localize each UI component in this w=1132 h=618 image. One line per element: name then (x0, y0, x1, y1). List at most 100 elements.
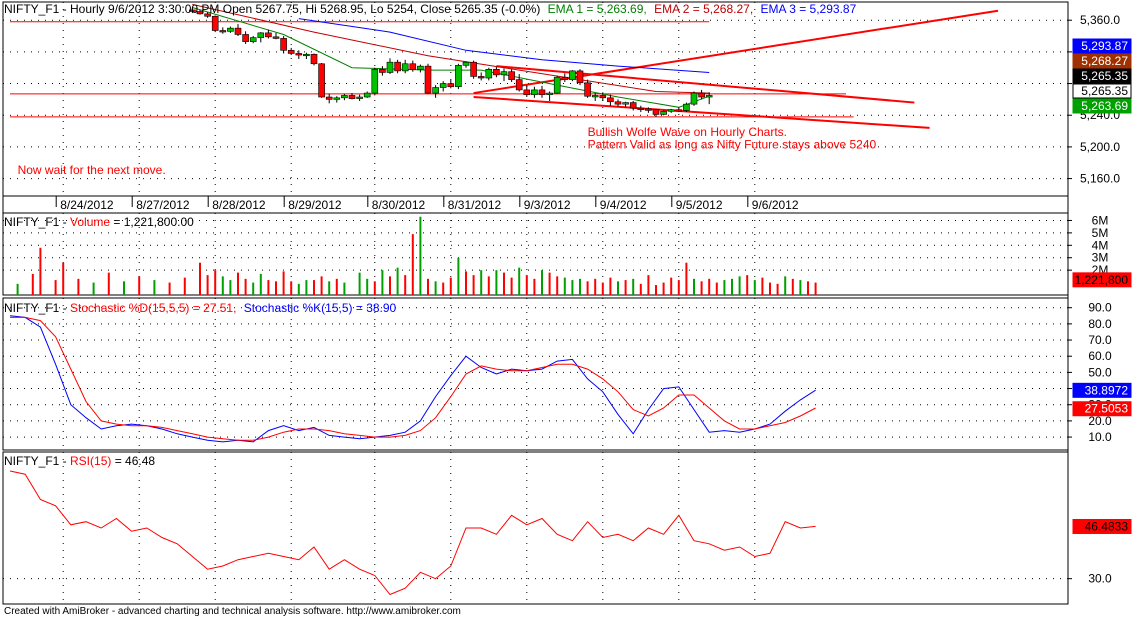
value-badge-label: 5,263.69 (1081, 99, 1128, 113)
candle-body (219, 30, 227, 33)
candle-body (363, 92, 371, 98)
value-tick-label: 4M (1092, 238, 1109, 252)
candle-body (280, 38, 287, 51)
value-badge (1072, 53, 1132, 69)
stochastic-title-k: Stochastic %K(15,5) = 38.90 (244, 301, 397, 315)
candle-body (546, 92, 553, 95)
candle-body (500, 71, 508, 76)
candle-body (690, 92, 698, 105)
price-title-ema1: EMA 1 = 5,263.69, (548, 2, 647, 16)
candle-body (553, 76, 561, 94)
candle-body (652, 109, 660, 115)
trendline-w-up (473, 9, 999, 95)
candle-body (584, 82, 591, 97)
value-badge-label: 1,221,800 (1075, 273, 1129, 287)
labels-layer: 8/24/2012 8/27/2012 8/28/2012 8/29/2012 8/30… (18, 13, 1132, 586)
candle-body (569, 70, 576, 80)
value-badge (1072, 401, 1132, 417)
date-label: 8/29/2012 (288, 198, 342, 212)
candle-body (538, 89, 546, 95)
candle-body (629, 102, 637, 109)
value-badge (1072, 272, 1132, 288)
price-title-ema2: EMA 2 = 5,268.27, (654, 2, 753, 16)
ema1-line (192, 7, 710, 108)
date-label: 8/27/2012 (136, 198, 190, 212)
value-badge-label: 5,268.27 (1081, 54, 1128, 68)
stochastic-line (10, 316, 816, 441)
volume-title: NIFTY_F1 - Volume = 1,221,800.00 (4, 215, 194, 229)
candle-body (622, 102, 629, 105)
price-title: NIFTY_F1 - Hourly 9/6/2012 3:30:00 PM Op… (4, 2, 857, 16)
candle-body (417, 65, 424, 70)
candle-body (265, 32, 272, 38)
value-tick-label: 50.0 (1088, 365, 1112, 379)
candle-body (189, 9, 196, 12)
date-label: 8/28/2012 (212, 198, 266, 212)
candle-body (409, 63, 417, 70)
candle-body (356, 96, 363, 99)
price-marks (10, 3, 999, 129)
candle-body (485, 69, 493, 79)
candle-body (683, 103, 690, 111)
trendline-w-bot (473, 96, 930, 129)
value-tick-label: 5,160.0 (1080, 172, 1120, 186)
value-badge (1072, 83, 1132, 99)
rsi-title-value: = 46.48 (115, 454, 156, 468)
candle-body (462, 61, 470, 66)
candle-body (310, 53, 318, 65)
candle-body (660, 110, 667, 115)
value-tick-label: 5,360.0 (1080, 13, 1120, 27)
value-badge-label: 38.8972 (1085, 383, 1129, 397)
candle-body (675, 109, 683, 112)
candle-body (325, 96, 333, 100)
value-badge (1072, 382, 1132, 398)
candle-body (607, 97, 614, 103)
candle-body (272, 36, 280, 39)
candle-body (470, 61, 477, 77)
candle-body (515, 79, 523, 91)
stochastic-title-label: NIFTY_F1 - (4, 301, 70, 315)
price-title-symbol: NIFTY_F1 - Hourly 9/6/2012 3:30:00 PM Op… (4, 2, 540, 16)
value-badge (1072, 38, 1132, 54)
candle-body (531, 89, 538, 95)
date-label: 8/24/2012 (60, 198, 114, 212)
candle-body (591, 95, 599, 98)
value-tick-label: 70.0 (1088, 333, 1112, 347)
candle-body (698, 92, 705, 98)
stochastic-line (9, 315, 816, 443)
value-badge (1072, 98, 1132, 114)
candle-body (667, 109, 675, 112)
candle-body (204, 13, 211, 17)
rsi-title: NIFTY_F1 - RSI(15) = 46.48 (4, 454, 155, 468)
candle-body (705, 95, 713, 98)
candle-body (614, 101, 622, 105)
candle-body (576, 70, 584, 84)
candle-body (303, 53, 310, 57)
candle-body (599, 95, 607, 99)
volume-title-name: Volume (70, 215, 110, 229)
candle-body (394, 61, 401, 72)
value-badge-label: 5,265.35 (1081, 69, 1128, 83)
candle-body (295, 53, 303, 56)
rsi-title-label: NIFTY_F1 - (4, 454, 70, 468)
candle-body (227, 27, 234, 32)
value-tick-label: 10.0 (1088, 430, 1112, 444)
value-tick-label: 90.0 (1088, 301, 1112, 315)
value-tick-label: 3M (1092, 251, 1109, 265)
value-tick-label: 60.0 (1088, 349, 1112, 363)
candle-body (493, 69, 500, 76)
stochastic-title-d: Stochastic %D(15,5,5) = 27.51, (70, 301, 236, 315)
candle-body (455, 65, 462, 88)
value-tick-label: 5,200.0 (1080, 140, 1120, 154)
candle-body (371, 69, 379, 94)
value-badge (1072, 68, 1132, 84)
annotation-text: Pattern Valid as long as Nifty Future st… (588, 137, 877, 151)
rsi-title-name: RSI(15) (70, 454, 111, 468)
date-label: 9/3/2012 (524, 198, 571, 212)
candle-body (318, 63, 325, 98)
value-tick-label: 30.0 (1088, 572, 1112, 586)
date-label: 8/30/2012 (372, 198, 426, 212)
volume-title-label: NIFTY_F1 - (4, 215, 70, 229)
value-tick-label: 6M (1092, 213, 1109, 227)
annotation-text: Now wait for the next move. (18, 163, 166, 177)
